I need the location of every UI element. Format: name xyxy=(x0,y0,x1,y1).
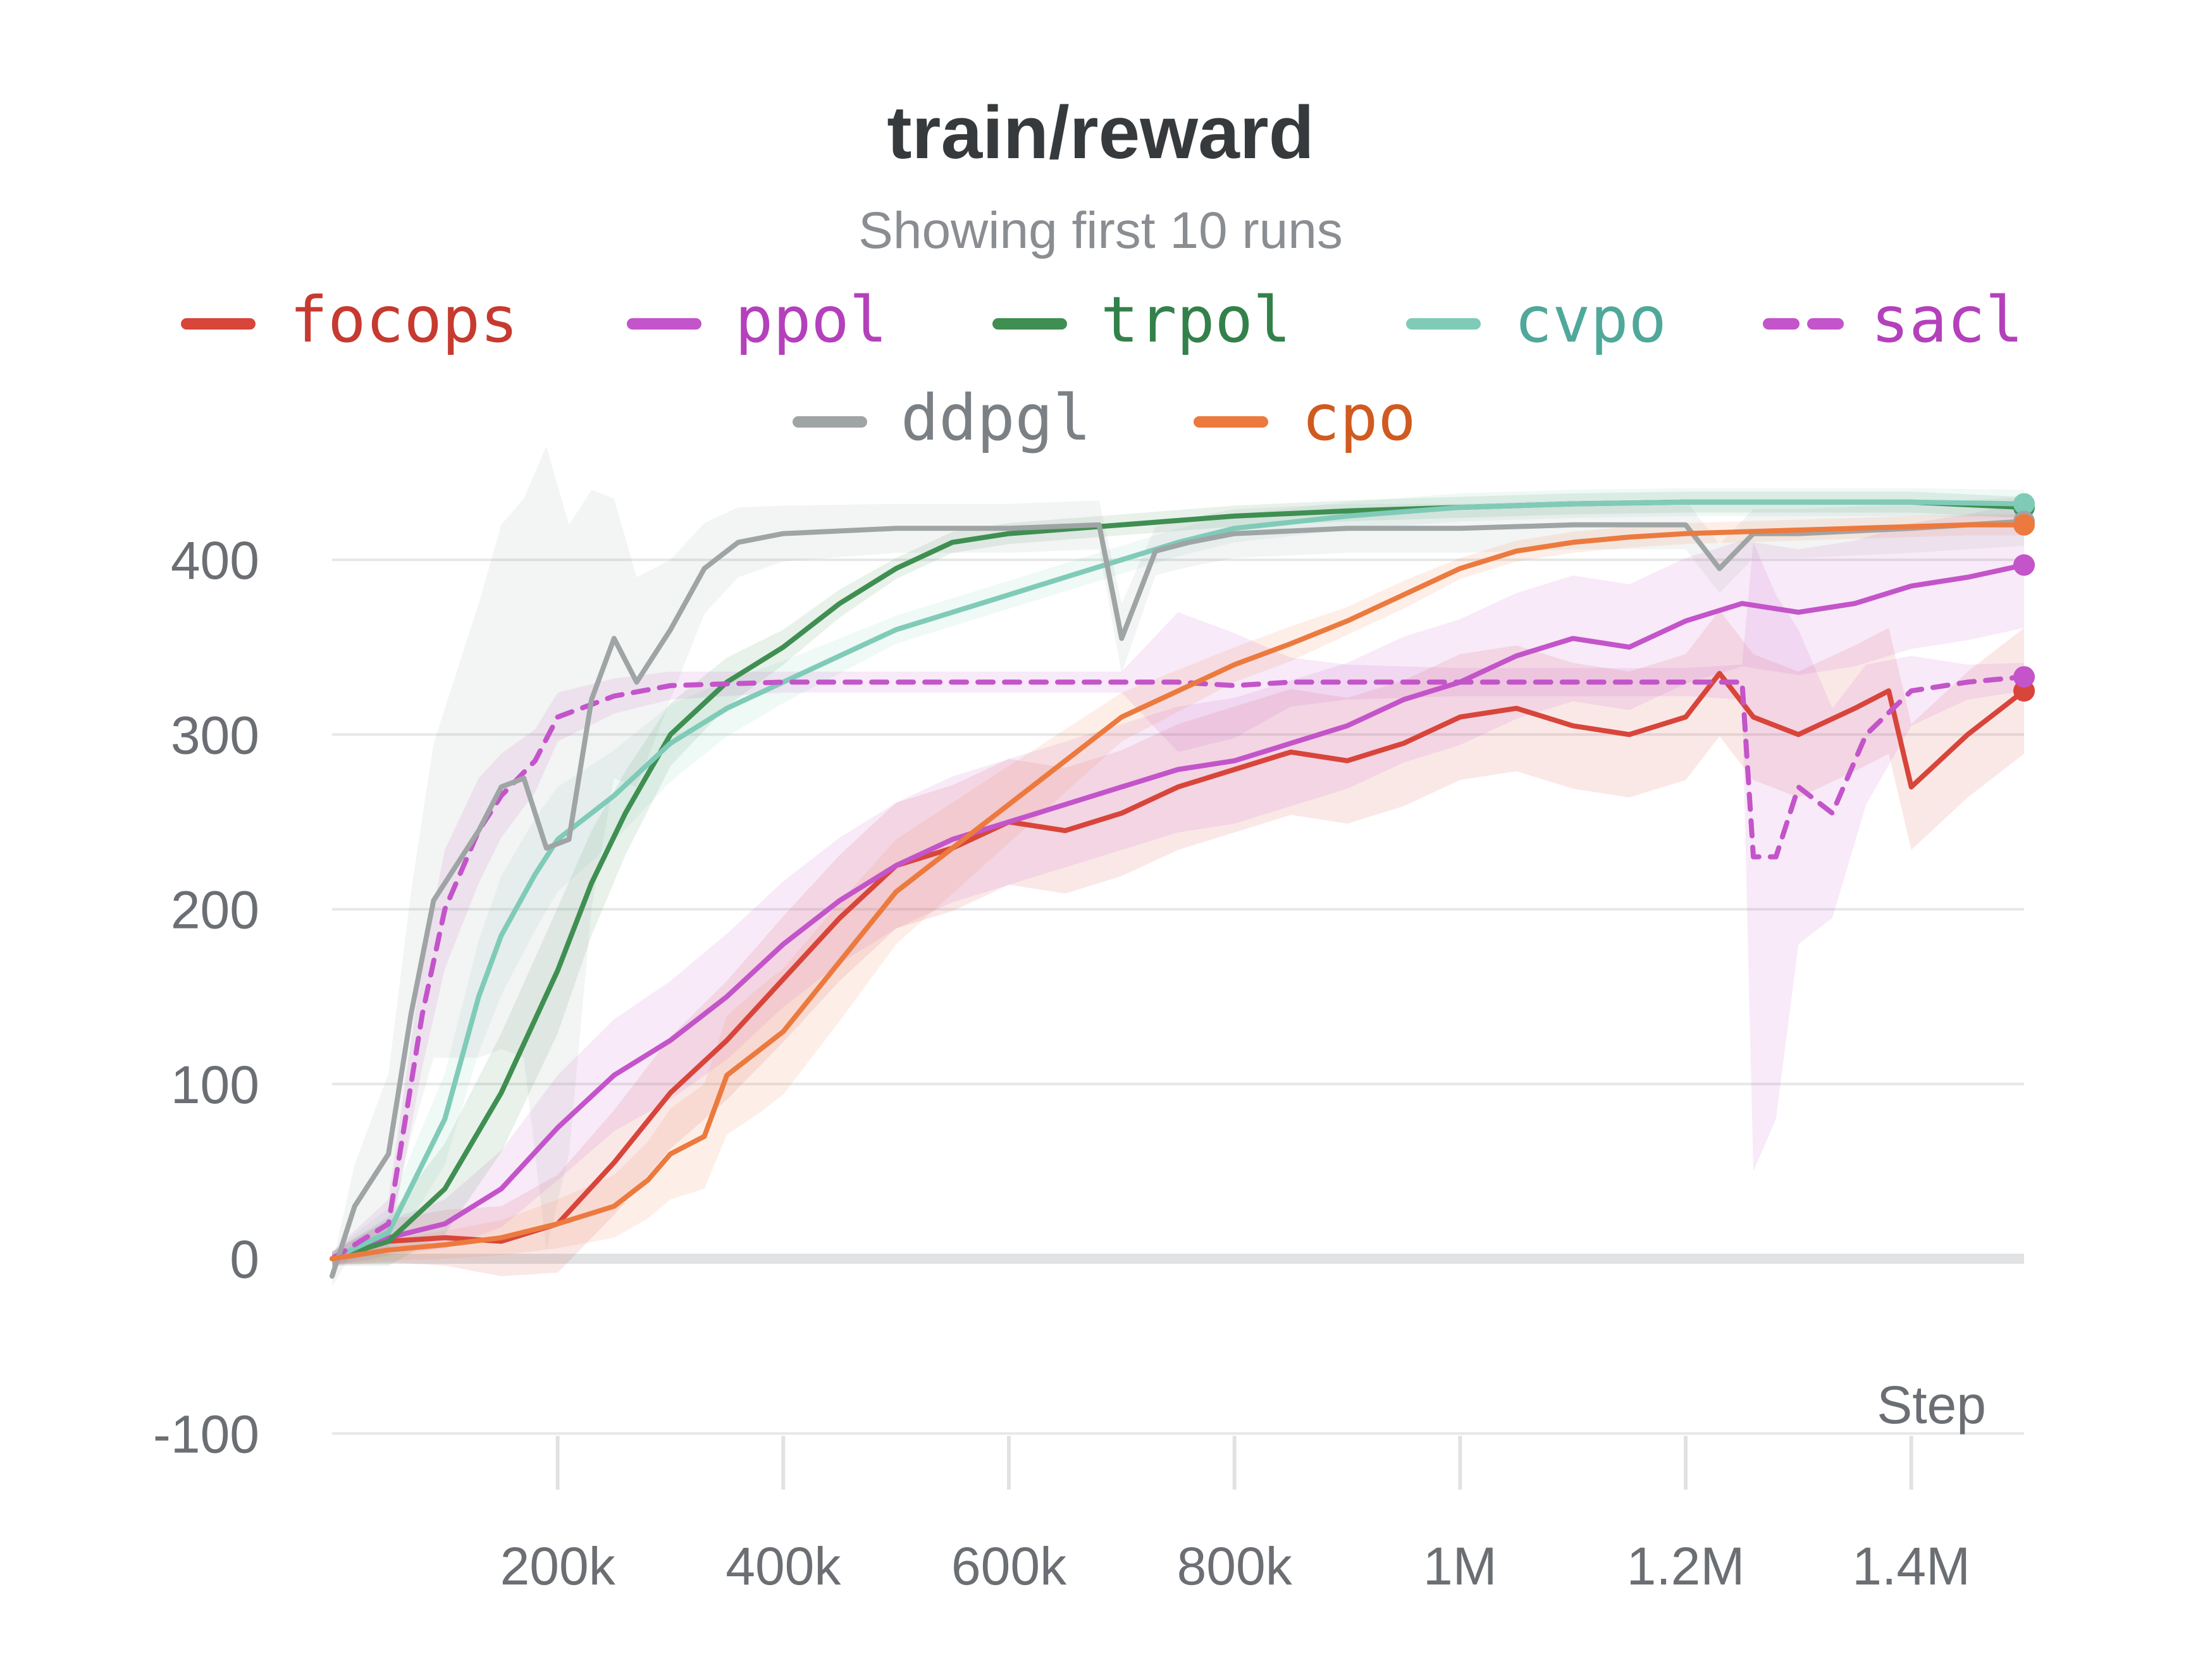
line-ddpgl xyxy=(330,519,2027,1279)
legend-item-sacl-dashed[interactable]: sacl xyxy=(1763,283,2023,357)
line-sacl xyxy=(330,674,2027,1261)
band-ppol xyxy=(332,502,2024,1266)
x-tick-label: 400k xyxy=(726,1536,841,1596)
series-bands xyxy=(332,446,2024,1287)
legend-label: focops xyxy=(290,283,518,357)
end-point-cpo xyxy=(2013,514,2035,536)
line-cpo xyxy=(330,522,2027,1261)
x-tick-label: 1.4M xyxy=(1852,1536,1970,1596)
line-focops xyxy=(330,670,2027,1261)
legend-label: sacl xyxy=(1871,283,2023,357)
band-sacl xyxy=(332,542,2024,1266)
axes: -100 0 100 200 300 400 200k 400k 600k 800k 1M 1.2M 1… xyxy=(153,531,1970,1596)
x-tick-label: 600k xyxy=(951,1536,1067,1596)
legend-item-cpo[interactable]: cpo xyxy=(1194,381,1416,455)
legend-item-ppol[interactable]: ppol xyxy=(627,283,887,357)
end-point-sacl xyxy=(2013,666,2035,688)
x-tick-label: 1M xyxy=(1423,1536,1497,1596)
band-focops xyxy=(332,610,2024,1276)
y-tick-label: -100 xyxy=(153,1404,259,1464)
grid xyxy=(332,559,2024,1435)
legend-label: cpo xyxy=(1302,381,1416,455)
y-tick-label: 200 xyxy=(171,880,259,940)
y-tick-label: 0 xyxy=(230,1230,259,1289)
x-tick-label: 800k xyxy=(1177,1536,1293,1596)
y-tick-label: 300 xyxy=(171,705,259,765)
legend-item-cvpo[interactable]: cvpo xyxy=(1406,283,1667,357)
line-ppol xyxy=(330,562,2027,1261)
series-end-dots xyxy=(2013,493,2035,702)
series-lines xyxy=(330,499,2027,1279)
legend-item-ddpgl[interactable]: ddpgl xyxy=(793,381,1091,455)
x-tick-label: 200k xyxy=(500,1536,616,1596)
legend-label: trpol xyxy=(1101,283,1291,357)
end-point-ppol xyxy=(2013,554,2035,576)
chart-title: train/reward xyxy=(887,91,1314,175)
legend-item-focops[interactable]: focops xyxy=(181,283,518,357)
legend-item-trpol[interactable]: trpol xyxy=(992,283,1291,357)
x-axis-label: Step xyxy=(1877,1375,1986,1435)
y-tick-label: 400 xyxy=(171,531,259,590)
line-cvpo xyxy=(330,499,2027,1261)
y-tick-label: 100 xyxy=(171,1055,259,1115)
end-point-cvpo xyxy=(2013,493,2035,515)
x-tick-label: 1.2M xyxy=(1627,1536,1745,1596)
legend: focops ppol trpol cvpo sacl ddpgl cpo xyxy=(181,283,2023,455)
chart-subtitle: Showing first 10 runs xyxy=(858,202,1343,259)
legend-label: cvpo xyxy=(1514,283,1667,357)
legend-label: ddpgl xyxy=(901,381,1091,455)
band-cpo xyxy=(332,514,2024,1264)
legend-label: ppol xyxy=(735,283,887,357)
